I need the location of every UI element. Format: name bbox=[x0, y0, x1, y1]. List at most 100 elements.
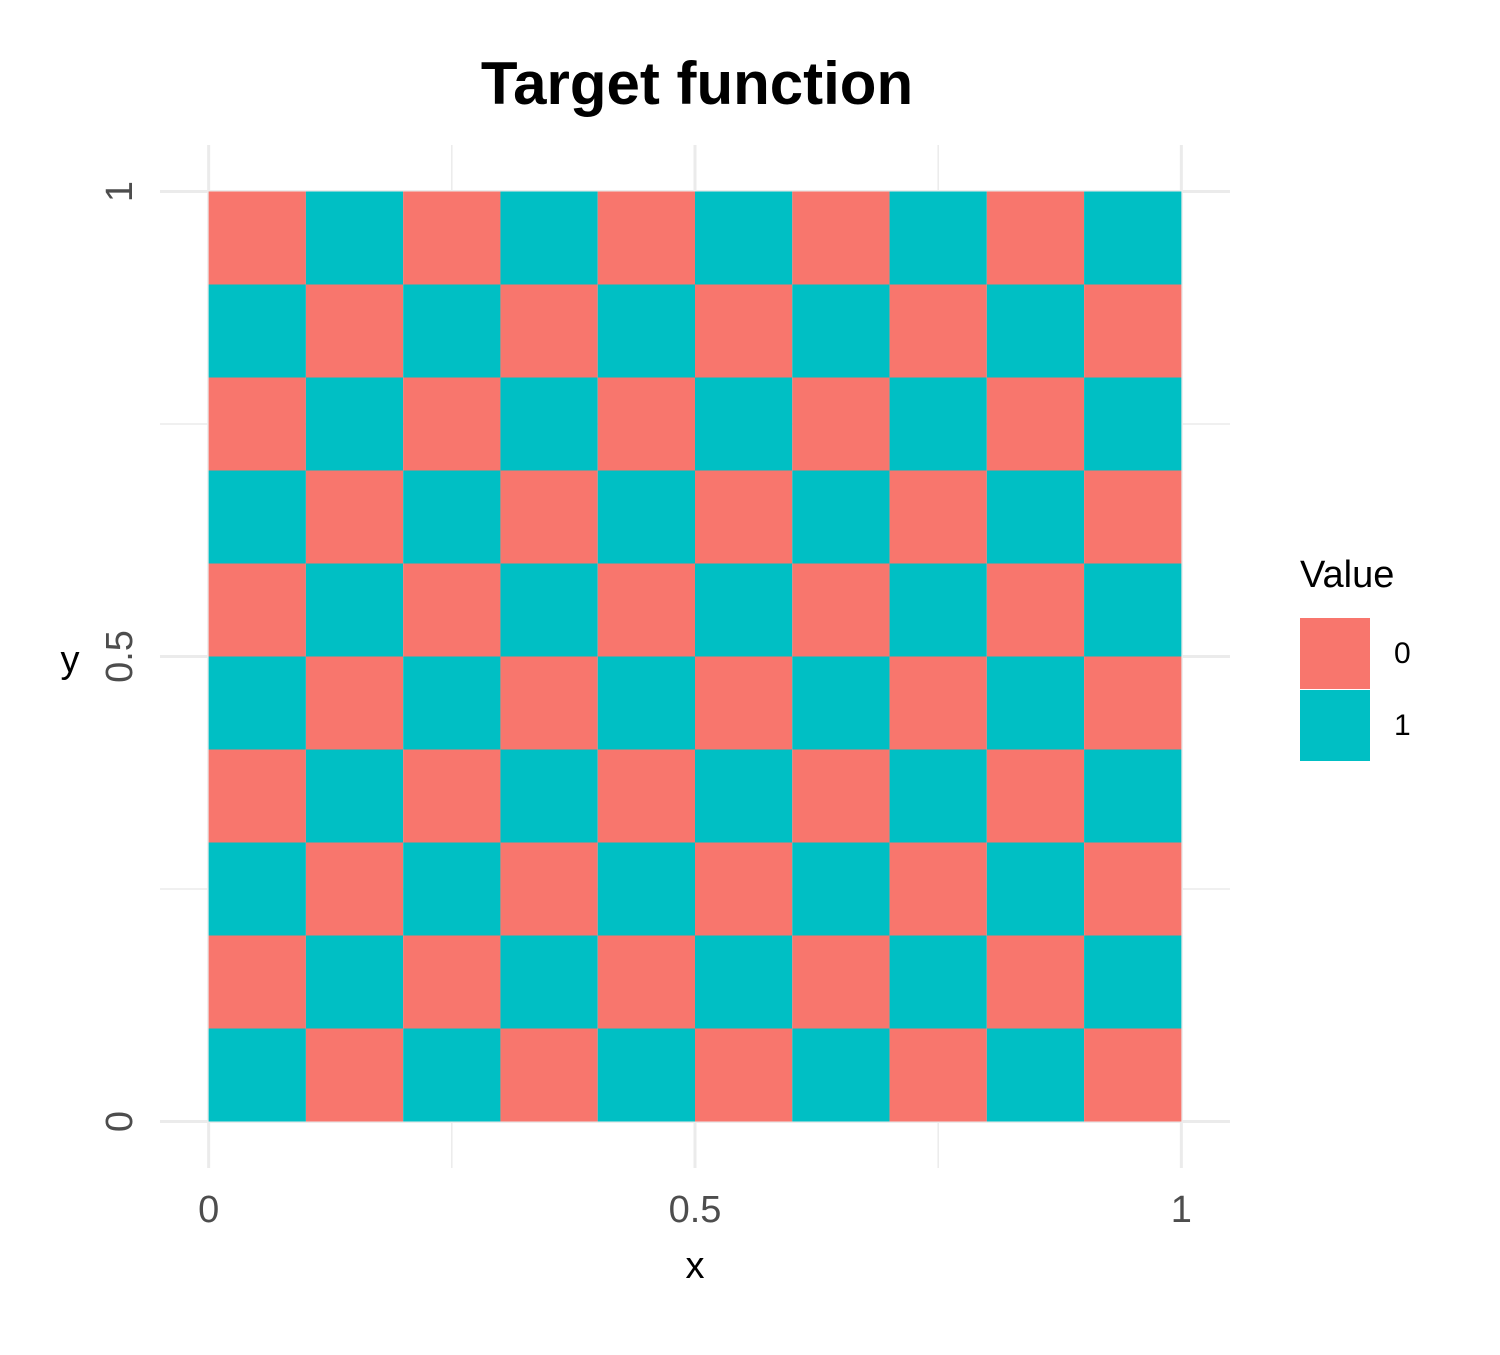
heatmap-cell bbox=[500, 935, 598, 1029]
heatmap-cell bbox=[305, 749, 404, 843]
heatmap-cell bbox=[889, 749, 987, 843]
heatmap-cell bbox=[1084, 656, 1182, 750]
heatmap-cell bbox=[305, 284, 404, 378]
heatmap-cell bbox=[208, 470, 306, 564]
heatmap-cell bbox=[986, 656, 1085, 750]
heatmap-cell bbox=[889, 191, 987, 285]
heatmap-cell bbox=[1084, 842, 1182, 936]
legend-key bbox=[1300, 690, 1370, 761]
heatmap-cell bbox=[986, 470, 1085, 564]
heatmap-cell bbox=[597, 191, 695, 285]
heatmap-cell bbox=[500, 749, 598, 843]
heatmap-cell bbox=[208, 842, 306, 936]
heatmap-cell bbox=[889, 656, 987, 750]
y-tick-label: 0.5 bbox=[99, 630, 141, 683]
heatmap-cell bbox=[792, 842, 890, 936]
heatmap-cell bbox=[305, 1028, 404, 1122]
heatmap-cell bbox=[305, 935, 404, 1029]
heatmap-cell bbox=[403, 284, 501, 378]
heatmap-cell bbox=[500, 377, 598, 471]
heatmap-cell bbox=[403, 377, 501, 471]
heatmap-cell bbox=[792, 749, 890, 843]
heatmap-cell bbox=[500, 842, 598, 936]
heatmap-cell bbox=[403, 191, 501, 285]
heatmap-cell bbox=[792, 377, 890, 471]
heatmap-cell bbox=[305, 842, 404, 936]
heatmap-cell bbox=[1084, 563, 1182, 657]
heatmap-cell bbox=[208, 1028, 306, 1122]
heatmap-cell bbox=[305, 191, 404, 285]
heatmap-cell bbox=[305, 563, 404, 657]
heatmap-cell bbox=[208, 656, 306, 750]
heatmap-cell bbox=[305, 377, 404, 471]
heatmap-cell bbox=[1084, 935, 1182, 1029]
heatmap-cell bbox=[695, 284, 793, 378]
heatmap-cell bbox=[1084, 377, 1182, 471]
heatmap-cell bbox=[597, 749, 695, 843]
heatmap-cell bbox=[889, 470, 987, 564]
heatmap-cell bbox=[986, 563, 1085, 657]
legend-label: 0 bbox=[1394, 637, 1411, 670]
y-axis-title: y bbox=[61, 639, 80, 681]
heatmap-cell bbox=[597, 377, 695, 471]
heatmap-cell bbox=[792, 563, 890, 657]
legend-title: Value bbox=[1300, 554, 1394, 596]
heatmap-cell bbox=[597, 284, 695, 378]
heatmap-cell bbox=[208, 749, 306, 843]
heatmap-cell bbox=[597, 470, 695, 564]
heatmap-cell bbox=[986, 1028, 1085, 1122]
heatmap-cell bbox=[986, 284, 1085, 378]
heatmap-cell bbox=[695, 1028, 793, 1122]
heatmap-cell bbox=[792, 656, 890, 750]
chart-title: Target function bbox=[481, 50, 913, 117]
heatmap-cell bbox=[792, 470, 890, 564]
heatmap-cell bbox=[500, 563, 598, 657]
heatmap-cell bbox=[500, 656, 598, 750]
heatmap-cell bbox=[403, 842, 501, 936]
heatmap-cell bbox=[695, 749, 793, 843]
x-tick-label: 0 bbox=[198, 1189, 219, 1231]
heatmap-cell bbox=[986, 377, 1085, 471]
heatmap-cell bbox=[403, 656, 501, 750]
heatmap-cell bbox=[305, 656, 404, 750]
heatmap-cell bbox=[597, 935, 695, 1029]
x-tick-label: 1 bbox=[1171, 1189, 1192, 1231]
heatmap-cell bbox=[695, 935, 793, 1029]
legend-key bbox=[1300, 618, 1370, 689]
heatmap-cell bbox=[792, 1028, 890, 1122]
heatmap-cell bbox=[695, 842, 793, 936]
heatmap-cell bbox=[1084, 191, 1182, 285]
heatmap-cell bbox=[889, 563, 987, 657]
legend-label: 1 bbox=[1394, 709, 1411, 742]
heatmap-cell bbox=[403, 470, 501, 564]
heatmap-cell bbox=[792, 191, 890, 285]
heatmap-cell bbox=[1084, 749, 1182, 843]
heatmap-cell bbox=[889, 377, 987, 471]
heatmap-cell bbox=[889, 935, 987, 1029]
heatmap-cell bbox=[695, 563, 793, 657]
heatmap-cell bbox=[695, 470, 793, 564]
heatmap-cell bbox=[792, 935, 890, 1029]
heatmap-cell bbox=[986, 749, 1085, 843]
heatmap-cell bbox=[986, 191, 1085, 285]
heatmap-cell bbox=[403, 1028, 501, 1122]
heatmap-cell bbox=[1084, 284, 1182, 378]
heatmap-cell bbox=[500, 284, 598, 378]
heatmap-cell bbox=[208, 191, 306, 285]
heatmap-cell bbox=[1084, 470, 1182, 564]
heatmap-cell bbox=[986, 842, 1085, 936]
x-axis-title: x bbox=[686, 1245, 705, 1287]
heatmap-cell bbox=[403, 749, 501, 843]
heatmap-cell bbox=[305, 470, 404, 564]
heatmap-cell bbox=[986, 935, 1085, 1029]
heatmap-cell bbox=[792, 284, 890, 378]
heatmap-cell bbox=[500, 191, 598, 285]
y-tick-label: 1 bbox=[99, 181, 141, 202]
heatmap-cell bbox=[208, 563, 306, 657]
heatmap-cell bbox=[889, 842, 987, 936]
heatmap-cell bbox=[403, 935, 501, 1029]
heatmap-cell bbox=[403, 563, 501, 657]
heatmap-cell bbox=[500, 1028, 598, 1122]
heatmap-cell bbox=[208, 935, 306, 1029]
heatmap-cell bbox=[500, 470, 598, 564]
